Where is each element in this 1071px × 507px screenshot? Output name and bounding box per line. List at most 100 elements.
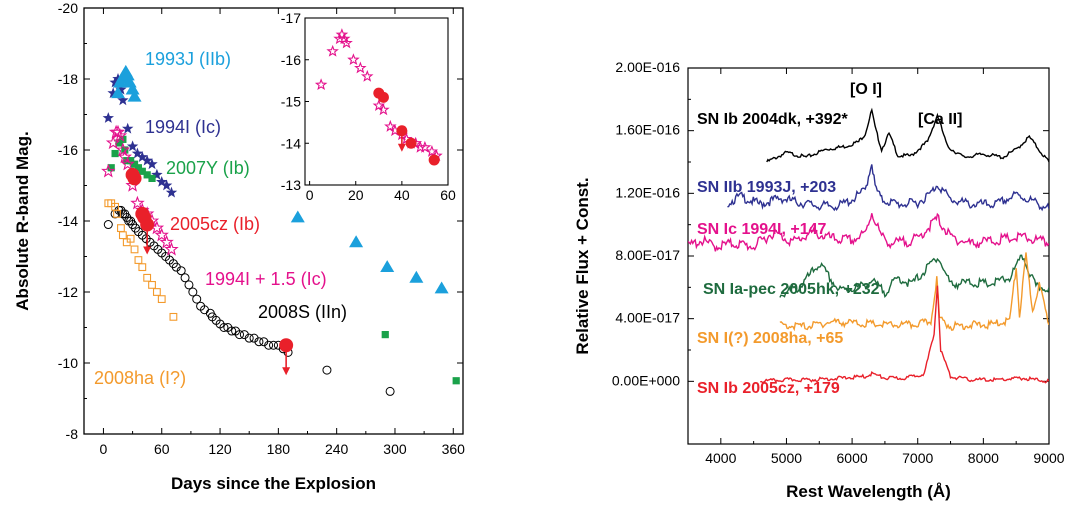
data-point	[143, 171, 151, 179]
data-point	[118, 231, 127, 240]
data-point	[117, 149, 132, 164]
data-point	[117, 224, 125, 233]
data-point	[136, 151, 148, 162]
data-point	[188, 287, 198, 297]
data-point	[154, 227, 169, 242]
inset-upper-limit-arrow-head	[397, 143, 406, 152]
inset-data-point	[360, 69, 374, 82]
inset-data-point	[340, 36, 353, 49]
data-point	[107, 164, 115, 172]
series-label: 1994I (Ic)	[145, 117, 221, 137]
data-point	[122, 122, 134, 134]
inset-y-tick-label: -17	[281, 10, 301, 26]
spectrum-line	[727, 164, 1049, 212]
inset-data-point	[347, 53, 360, 66]
data-point	[349, 235, 364, 248]
data-point	[120, 156, 135, 171]
data-point	[148, 174, 156, 182]
y-tick-label: -8	[66, 426, 79, 442]
x-tick-label: 4000	[705, 450, 736, 466]
y-tick-label: -10	[58, 355, 78, 371]
data-point	[113, 209, 121, 218]
data-point	[269, 340, 278, 350]
x-tick-label: 300	[383, 441, 407, 457]
data-point	[156, 176, 168, 187]
data-point	[130, 245, 139, 254]
inset-y-tick-label: -16	[281, 52, 301, 68]
inset-data-point	[314, 78, 328, 91]
x-tick-label: 240	[325, 441, 349, 457]
inset-frame	[304, 17, 449, 186]
spectrum-label: SN Ib 2004dk, +392*	[697, 111, 849, 128]
data-point	[107, 87, 119, 99]
spectrum-line	[760, 285, 1049, 384]
inset-data-point	[384, 119, 397, 132]
data-point	[219, 323, 229, 332]
data-point	[131, 147, 144, 159]
data-point	[125, 82, 140, 95]
x-tick-label: 180	[267, 441, 291, 457]
data-point	[111, 149, 119, 158]
series-1994i-ic-	[102, 73, 178, 198]
data-point	[279, 338, 294, 353]
y-axis-title: Relative Flux + Const.	[573, 177, 592, 354]
inset-data-point	[428, 154, 440, 166]
data-point	[117, 94, 129, 106]
data-point	[140, 217, 155, 232]
data-point	[120, 68, 135, 81]
x-tick-label: 60	[154, 441, 170, 457]
inset-series	[373, 87, 440, 166]
inset-y-tick-label: -14	[281, 135, 301, 151]
data-point	[381, 331, 389, 339]
data-point	[115, 139, 123, 147]
upper-limit-arrow-head	[143, 246, 152, 255]
data-point	[148, 280, 156, 289]
data-point	[254, 337, 264, 347]
y-tick-label: -18	[58, 71, 78, 87]
data-point	[146, 158, 158, 170]
y-tick-label: -14	[58, 213, 78, 229]
y-tick-label: -12	[58, 284, 78, 300]
data-point	[152, 288, 161, 296]
data-point	[234, 330, 244, 340]
data-point	[180, 273, 190, 283]
right-spectra-chart: 4000 5000 6000 7000 8000 9000 0.00E+000 4.00E-0…	[573, 59, 1065, 501]
data-point	[127, 89, 142, 102]
y-tick-label: 0.00E+000	[612, 372, 680, 388]
inset-y-tick-label: -13	[281, 177, 301, 193]
data-point	[151, 168, 163, 180]
spectrum-line	[688, 212, 1049, 252]
data-point	[184, 280, 194, 290]
data-point	[322, 365, 332, 375]
series-label: 1993J (IIb)	[145, 49, 231, 69]
data-point	[111, 86, 126, 99]
data-point	[159, 234, 174, 249]
data-point	[126, 140, 139, 152]
data-point	[134, 164, 143, 172]
x-tick-label: 7000	[902, 450, 933, 466]
data-point	[138, 167, 146, 175]
y-axis-title: Absolute R-band Mag.	[13, 131, 32, 310]
data-point	[176, 266, 186, 276]
oi-line-annotation: [O I]	[850, 81, 882, 98]
x-tick-label: 8000	[968, 450, 999, 466]
x-tick-label: 9000	[1033, 450, 1064, 466]
inset-x-tick-label: 20	[348, 187, 364, 203]
data-point	[380, 260, 395, 273]
series-2008ha-i-	[104, 199, 178, 321]
data-point	[130, 195, 145, 210]
spectrum-line	[766, 107, 1049, 163]
data-point	[127, 171, 142, 186]
y-tick-label: 2.00E-016	[615, 59, 680, 75]
data-point	[126, 234, 135, 243]
data-point	[102, 112, 114, 123]
x-tick-label: 360	[442, 441, 466, 457]
inset-data-point	[377, 103, 390, 116]
data-point	[112, 128, 128, 142]
data-point	[244, 333, 254, 343]
series-label: 2005cz (Ib)	[170, 214, 260, 234]
data-point	[160, 179, 173, 191]
x-tick-label: 5000	[771, 450, 802, 466]
inset-data-point	[396, 125, 408, 137]
